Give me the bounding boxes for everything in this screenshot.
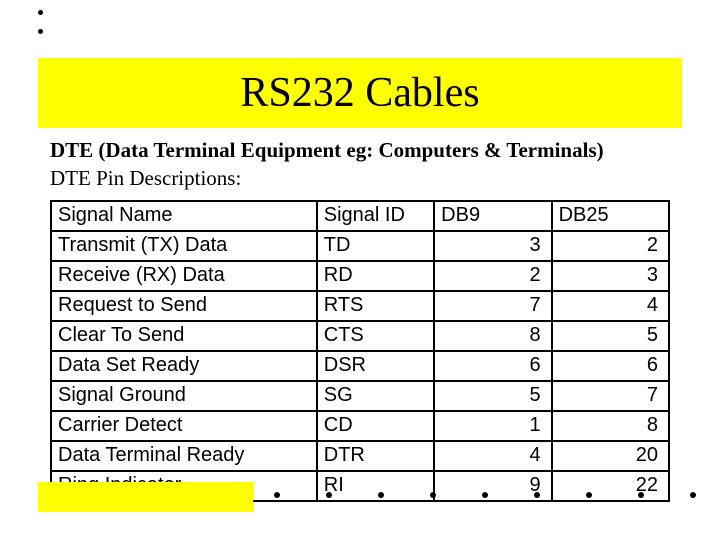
table-cell: RD — [317, 261, 434, 291]
table-row: Signal GroundSG57 — [51, 381, 669, 411]
table-cell: Receive (RX) Data — [51, 261, 317, 291]
table-cell: TD — [317, 231, 434, 261]
subtitle-bold: DTE (Data Terminal Equipment eg: Compute… — [50, 136, 604, 164]
table-cell: SG — [317, 381, 434, 411]
dot-icon — [534, 492, 540, 498]
table-cell: 5 — [552, 321, 669, 351]
dot-icon — [430, 492, 436, 498]
table-cell: Request to Send — [51, 291, 317, 321]
table-cell: 2 — [434, 261, 551, 291]
dot-icon — [274, 492, 280, 498]
table-header-cell: Signal ID — [317, 201, 434, 231]
title-bar: RS232 Cables — [38, 58, 682, 128]
table-cell: 8 — [434, 321, 551, 351]
table-header-row: Signal NameSignal IDDB9DB25 — [51, 201, 669, 231]
table-cell: 7 — [552, 381, 669, 411]
pinout-table: Signal NameSignal IDDB9DB25Transmit (TX)… — [50, 200, 670, 502]
dot-icon — [38, 29, 43, 34]
subtitle-plain: DTE Pin Descriptions: — [50, 164, 604, 192]
table-cell: 7 — [434, 291, 551, 321]
slide-title: RS232 Cables — [240, 69, 479, 117]
dot-icon — [638, 492, 644, 498]
dot-icon — [38, 10, 43, 15]
table-header-cell: Signal Name — [51, 201, 317, 231]
table-row: Data Set ReadyDSR66 — [51, 351, 669, 381]
table-cell: Data Terminal Ready — [51, 441, 317, 471]
table-cell: DTR — [317, 441, 434, 471]
table-cell: 6 — [552, 351, 669, 381]
table-cell: 8 — [552, 411, 669, 441]
table-cell: 4 — [552, 291, 669, 321]
table-cell: DSR — [317, 351, 434, 381]
table-cell: 1 — [434, 411, 551, 441]
table-row: Transmit (TX) DataTD32 — [51, 231, 669, 261]
table-cell: Data Set Ready — [51, 351, 317, 381]
table-cell: 20 — [552, 441, 669, 471]
dot-icon — [482, 492, 488, 498]
table-row: Data Terminal ReadyDTR420 — [51, 441, 669, 471]
table-cell: Carrier Detect — [51, 411, 317, 441]
table-cell: 3 — [552, 261, 669, 291]
table-row: Receive (RX) DataRD23 — [51, 261, 669, 291]
dot-icon — [586, 492, 592, 498]
table-cell: 5 — [434, 381, 551, 411]
table-row: Request to SendRTS74 — [51, 291, 669, 321]
table-header-cell: DB25 — [552, 201, 669, 231]
table-cell: CTS — [317, 321, 434, 351]
dot-icon — [326, 492, 332, 498]
table-cell: Signal Ground — [51, 381, 317, 411]
decorative-bottom-dots — [274, 492, 720, 498]
table-cell: 4 — [434, 441, 551, 471]
table-header-cell: DB9 — [434, 201, 551, 231]
table-cell: RTS — [317, 291, 434, 321]
table-row: Clear To SendCTS85 — [51, 321, 669, 351]
table-cell: 3 — [434, 231, 551, 261]
table-row: Carrier DetectCD18 — [51, 411, 669, 441]
table-cell: 6 — [434, 351, 551, 381]
pinout-table-container: Signal NameSignal IDDB9DB25Transmit (TX)… — [50, 200, 670, 502]
table-cell: Clear To Send — [51, 321, 317, 351]
decorative-top-dots — [38, 10, 43, 34]
table-cell: 2 — [552, 231, 669, 261]
table-cell: Transmit (TX) Data — [51, 231, 317, 261]
table-cell: CD — [317, 411, 434, 441]
dot-icon — [378, 492, 384, 498]
decorative-bottom-bar — [38, 482, 253, 512]
dot-icon — [690, 492, 696, 498]
subtitle-block: DTE (Data Terminal Equipment eg: Compute… — [50, 136, 604, 193]
